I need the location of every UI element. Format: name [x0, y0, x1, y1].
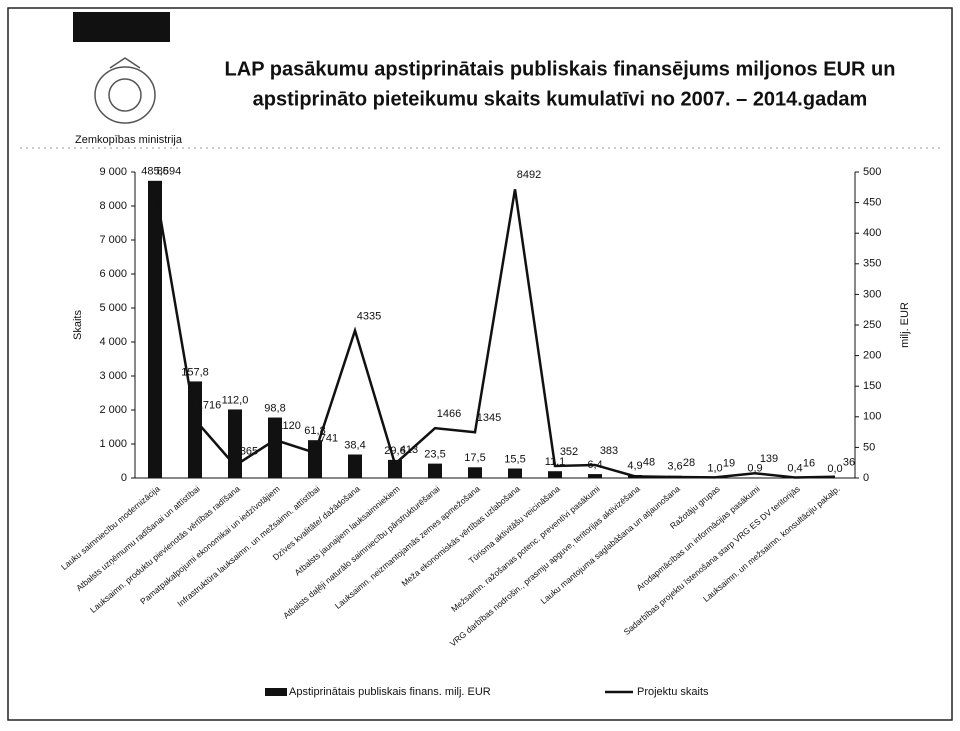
bar-value-label: 38,4: [344, 439, 365, 451]
bar-value-label: 3,6: [667, 461, 682, 473]
line-value-label: 365: [240, 445, 258, 457]
line-value-label: 741: [320, 433, 338, 445]
y2-tick-label: 200: [863, 350, 881, 362]
bar-value-label: 0,4: [787, 463, 802, 475]
y-tick-label: 8 000: [99, 200, 127, 212]
x-tick-label: Lauksaimn. neizmantojamās zemes apmežoša…: [333, 483, 482, 610]
line-value-label: 413: [400, 444, 418, 456]
x-tick-label: VRG darbības nodrošin., prasmju apguve, …: [448, 483, 642, 648]
y2-tick-label: 0: [863, 472, 869, 484]
y2-tick-label: 350: [863, 258, 881, 270]
bar: [388, 459, 402, 478]
line-value-label: 1345: [477, 412, 501, 424]
bar-value-label: 17,5: [464, 452, 485, 464]
y2-tick-label: 150: [863, 380, 881, 392]
bar-value-label: 98,8: [264, 402, 285, 414]
y-tick-label: 0: [121, 472, 127, 484]
bar-value-label: 112,0: [222, 394, 249, 406]
y-tick-label: 9 000: [99, 166, 127, 178]
x-tick-label: Pamatpakalpojumi ekonomikai un iedzīvotā…: [138, 484, 282, 607]
y2-axis-label: milj. EUR: [899, 302, 911, 348]
legend-label: Projektu skaits: [637, 686, 709, 698]
line-value-label: 36: [843, 457, 855, 469]
x-tick-label: Lauksaimn. produktu pievienotās vērtības…: [88, 483, 242, 614]
bar-value-label: 0,0: [827, 463, 842, 475]
bar-value-label: 23,5: [424, 449, 445, 461]
line-value-label: 48: [643, 456, 655, 468]
bar: [588, 474, 602, 478]
x-tick-label: Mežsaimn. ražošanas potenc. preventīvi p…: [449, 484, 602, 614]
bar-value-label: 485,6: [141, 166, 169, 178]
line-value-label: 8492: [517, 169, 541, 181]
y-tick-label: 1 000: [99, 438, 127, 450]
bar: [748, 477, 762, 478]
y2-tick-label: 250: [863, 319, 881, 331]
line-value-label: 16: [803, 457, 815, 469]
bar-value-label: 0,9: [747, 462, 762, 474]
bar-value-label: 15,5: [504, 453, 525, 465]
y-tick-label: 3 000: [99, 370, 127, 382]
bar: [508, 468, 522, 478]
y2-tick-label: 100: [863, 411, 881, 423]
y2-tick-label: 50: [863, 441, 875, 453]
chart-title: apstiprināto pieteikumu skaits kumulatīv…: [253, 88, 868, 110]
legend-label: Apstiprinātais publiskais finans. milj. …: [289, 686, 491, 698]
black-block: [73, 12, 170, 42]
organization: Zemkopības ministrija: [75, 134, 183, 146]
y-tick-label: 7 000: [99, 234, 127, 246]
bar-value-label: 4,9: [627, 460, 642, 472]
line-value-label: 8594: [157, 166, 181, 178]
y2-tick-label: 500: [863, 166, 881, 178]
bar: [468, 467, 482, 478]
line-value-label: 352: [560, 446, 578, 458]
bar: [148, 180, 162, 478]
y2-tick-label: 450: [863, 197, 881, 209]
bar: [428, 463, 442, 478]
line: [153, 185, 836, 479]
x-tick-label: Infrastruktūra lauksaimn. un mežsaimn. a…: [175, 484, 322, 609]
y-tick-label: 5 000: [99, 302, 127, 314]
logo: [94, 57, 156, 124]
bar: [548, 471, 562, 478]
bar: [268, 417, 282, 478]
legend-swatch: [265, 688, 287, 696]
bar: [348, 454, 362, 478]
y-tick-label: 2 000: [99, 404, 127, 416]
bar-value-label: 1,0: [707, 462, 722, 474]
y-tick-label: 4 000: [99, 336, 127, 348]
y-axis-label: Skaits: [72, 310, 84, 340]
line-value-label: 19: [723, 457, 735, 469]
line-value-label: 1466: [437, 408, 461, 420]
y2-tick-label: 300: [863, 288, 881, 300]
frame: [7, 7, 953, 721]
bar: [228, 409, 242, 478]
line-value-label: 1716: [197, 400, 221, 412]
line-value-label: 383: [600, 445, 618, 457]
y-tick-label: 6 000: [99, 268, 127, 280]
line-value-label: 28: [683, 457, 695, 469]
line-value-label: 139: [760, 453, 778, 465]
line-value-label: 1120: [277, 420, 301, 432]
y2-tick-label: 400: [863, 227, 881, 239]
bar: [308, 440, 322, 478]
x-tick-label: Lauku mantojuma saglabāšana un atjaunoša…: [538, 483, 681, 606]
chart-title: LAP pasākumu apstiprinātais publiskais f…: [225, 58, 896, 80]
line-value-label: 4335: [357, 311, 381, 323]
